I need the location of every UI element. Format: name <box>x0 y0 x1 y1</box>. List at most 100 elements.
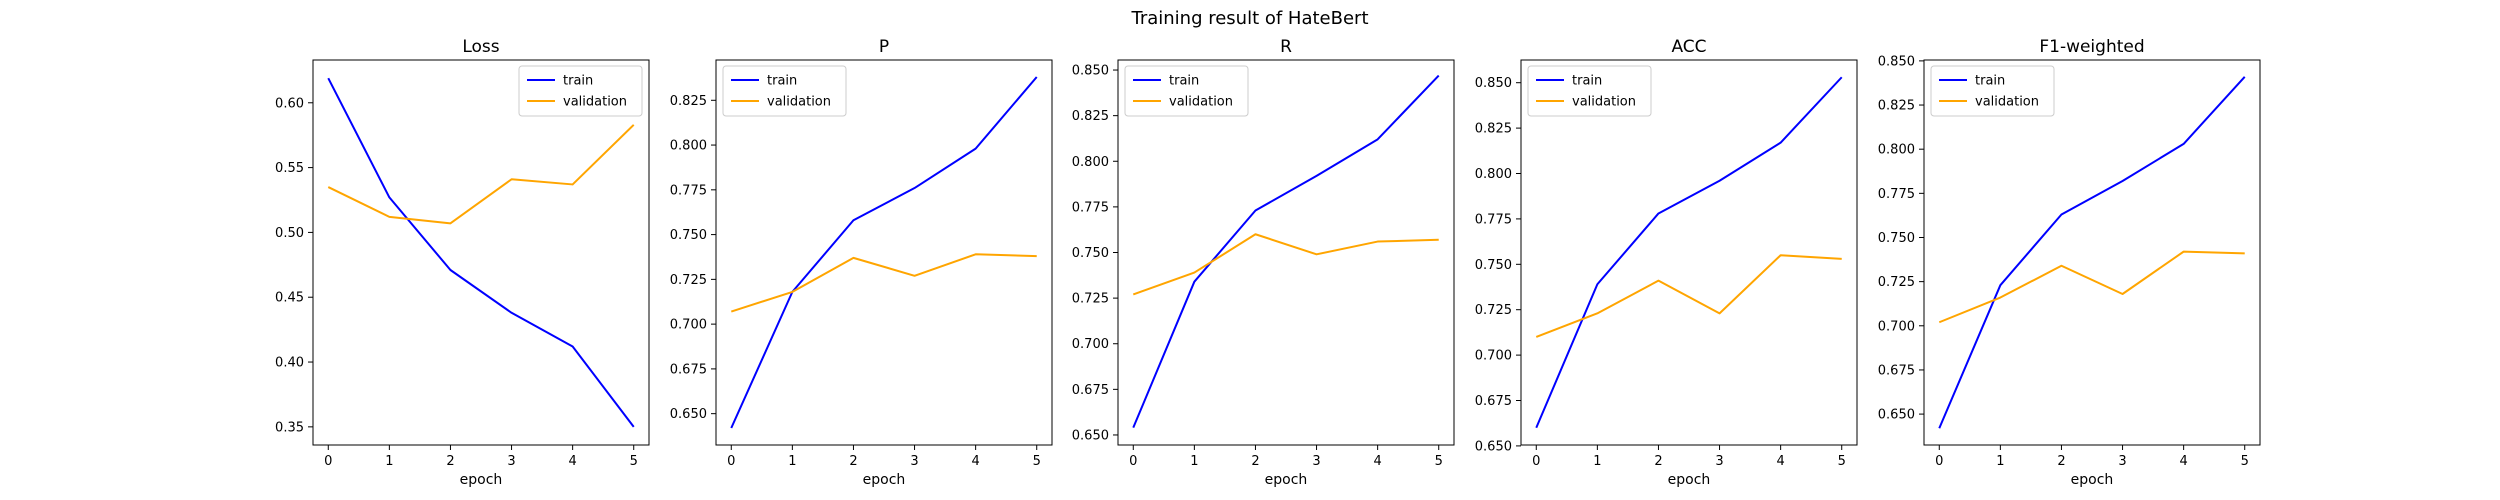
y-tick-label: 0.775 <box>1072 200 1109 215</box>
legend-label-validation: validation <box>1169 95 1233 110</box>
x-tick-label: 4 <box>568 454 576 469</box>
series-line-validation <box>1535 254 1842 338</box>
y-tick-label: 0.725 <box>1878 275 1915 290</box>
series-line-validation <box>1132 233 1439 296</box>
panel-title: ACC <box>1671 37 1706 57</box>
legend-label-train: train <box>767 74 797 89</box>
legend-label-validation: validation <box>1572 95 1636 110</box>
legend-label-train: train <box>563 74 593 89</box>
figure-suptitle: Training result of HateBert <box>1130 8 1368 29</box>
y-tick-label: 0.800 <box>670 139 707 154</box>
x-tick-label: 3 <box>1715 454 1723 469</box>
y-tick-label: 0.45 <box>275 291 304 306</box>
y-tick-label: 0.825 <box>1878 99 1915 114</box>
chart-panel-r: R 0 1 2 3 4 5 epoch 0.650 0.675 0.700 0.725 0.750 0.7… <box>1072 37 1455 488</box>
x-tick-label: 1 <box>1190 454 1198 469</box>
y-tick-label: 0.650 <box>1072 428 1109 443</box>
y-tick-label: 0.850 <box>1878 54 1915 69</box>
legend: train validation <box>1930 65 2055 117</box>
y-tick-label: 0.750 <box>670 228 707 243</box>
y-tick-label: 0.55 <box>275 161 304 176</box>
x-tick-label: 4 <box>971 454 979 469</box>
y-tick-label: 0.50 <box>275 226 304 241</box>
y-tick-label: 0.750 <box>1878 231 1915 246</box>
series-line-validation <box>327 124 635 225</box>
y-tick-label: 0.675 <box>1475 394 1512 409</box>
series-line-validation <box>730 253 1037 313</box>
x-tick-label: 3 <box>1312 454 1320 469</box>
legend: train validation <box>722 65 847 117</box>
x-tick-label: 2 <box>1251 454 1259 469</box>
axes-frame <box>1923 59 2261 446</box>
y-tick-label: 0.700 <box>1475 349 1512 364</box>
y-tick-label: 0.750 <box>1072 246 1109 261</box>
y-tick-label: 0.700 <box>670 318 707 333</box>
legend-label-train: train <box>1975 74 2005 89</box>
y-tick-label: 0.35 <box>275 420 304 435</box>
series-line-train <box>327 77 635 428</box>
y-tick-label: 0.725 <box>1072 292 1109 307</box>
x-tick-label: 0 <box>1532 454 1540 469</box>
series-line-validation <box>1938 250 2245 324</box>
y-tick-label: 0.850 <box>1475 76 1512 91</box>
x-tick-label: 0 <box>1935 454 1943 469</box>
x-axis-label: epoch <box>863 472 906 488</box>
legend-box <box>722 65 847 117</box>
y-tick-label: 0.775 <box>1878 187 1915 202</box>
legend-label-train: train <box>1572 74 1602 89</box>
chart-panel-p: P 0 1 2 3 4 5 epoch 0.650 0.675 0.700 0.725 0.750 0.7… <box>670 37 1053 488</box>
panel-title: F1-weighted <box>2039 37 2144 57</box>
x-tick-label: 5 <box>1435 454 1443 469</box>
y-tick-label: 0.675 <box>670 362 707 377</box>
legend-label-validation: validation <box>563 95 627 110</box>
chart-panel-acc: ACC 0 1 2 3 4 5 epoch 0.650 0.675 0.700 0.725 0.750 0… <box>1475 37 1858 488</box>
legend-label-validation: validation <box>1975 95 2039 110</box>
y-tick-label: 0.775 <box>1475 212 1512 227</box>
x-tick-label: 1 <box>1593 454 1601 469</box>
x-tick-label: 2 <box>446 454 454 469</box>
chart-panel-f1-weighted: F1-weighted 0 1 2 3 4 5 epoch 0.650 0.675 0.700 0.7… <box>1878 37 2261 488</box>
y-tick-label: 0.850 <box>1072 64 1109 79</box>
x-tick-label: 2 <box>1654 454 1662 469</box>
legend-box <box>1930 65 2055 117</box>
x-tick-label: 5 <box>1838 454 1846 469</box>
y-tick-label: 0.650 <box>670 407 707 422</box>
x-tick-label: 4 <box>1776 454 1784 469</box>
x-axis-label: epoch <box>2071 472 2114 488</box>
x-tick-label: 2 <box>2057 454 2065 469</box>
y-tick-label: 0.825 <box>1072 109 1109 124</box>
x-tick-label: 2 <box>849 454 857 469</box>
y-tick-label: 0.775 <box>670 183 707 198</box>
y-tick-label: 0.725 <box>1475 303 1512 318</box>
axes-frame <box>1520 59 1858 446</box>
x-tick-label: 0 <box>324 454 332 469</box>
legend: train validation <box>1124 65 1249 117</box>
series-line-train <box>730 76 1038 429</box>
legend-box <box>1527 65 1652 117</box>
panel-title: P <box>879 37 889 57</box>
y-tick-label: 0.800 <box>1475 167 1512 182</box>
y-tick-label: 0.650 <box>1878 408 1915 423</box>
axes-frame <box>1117 59 1455 446</box>
axes-frame <box>312 59 650 446</box>
panel-title: Loss <box>462 37 499 57</box>
x-tick-label: 0 <box>1129 454 1137 469</box>
x-tick-label: 1 <box>1996 454 2004 469</box>
y-tick-label: 0.800 <box>1878 143 1915 158</box>
x-tick-label: 5 <box>1033 454 1041 469</box>
legend: train validation <box>1527 65 1652 117</box>
series-line-train <box>1535 76 1843 429</box>
legend-label-validation: validation <box>767 95 831 110</box>
x-axis-label: epoch <box>460 472 503 488</box>
y-tick-label: 0.700 <box>1878 319 1915 334</box>
y-tick-label: 0.675 <box>1072 383 1109 398</box>
x-tick-label: 5 <box>630 454 638 469</box>
x-tick-label: 3 <box>2118 454 2126 469</box>
x-axis-label: epoch <box>1668 472 1711 488</box>
chart-panel-loss: Loss 0 1 2 3 4 5 epoch 0.35 0.40 0.45 0.50 0.55 0.60 t… <box>275 37 650 488</box>
legend: train validation <box>518 65 643 117</box>
x-tick-label: 1 <box>385 454 393 469</box>
axes-frame <box>715 59 1053 446</box>
y-tick-label: 0.825 <box>1475 122 1512 137</box>
y-tick-label: 0.675 <box>1878 363 1915 378</box>
